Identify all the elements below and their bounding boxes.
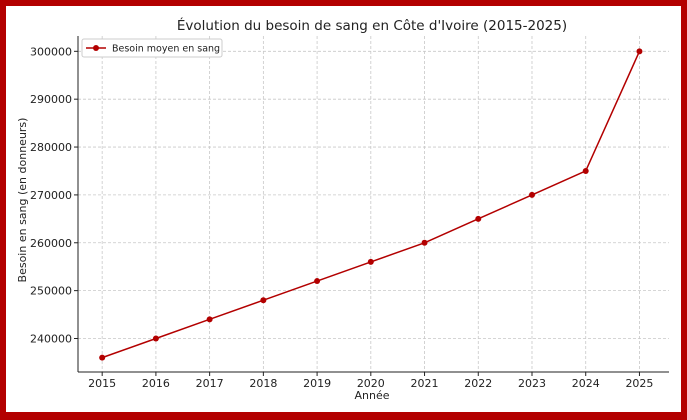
legend: Besoin moyen en sang bbox=[81, 38, 223, 58]
legend-marker bbox=[93, 45, 99, 51]
data-point bbox=[260, 297, 267, 304]
y-axis-title: Besoin en sang (en donneurs) bbox=[16, 118, 29, 283]
data-point bbox=[636, 48, 643, 55]
y-tick-label: 270000 bbox=[30, 189, 72, 202]
data-point bbox=[367, 258, 374, 265]
legend-box bbox=[81, 38, 223, 58]
x-tick-label: 2017 bbox=[196, 377, 224, 390]
x-tick-label: 2024 bbox=[572, 377, 600, 390]
y-tick-label: 290000 bbox=[30, 93, 72, 106]
data-point bbox=[206, 316, 213, 323]
x-tick-label: 2019 bbox=[303, 377, 331, 390]
chart-title: Évolution du besoin de sang en Côte d'Iv… bbox=[177, 17, 567, 34]
y-ticks: 240000 250000 260000 270000 280000 290000 3000… bbox=[30, 45, 78, 345]
series-layer bbox=[99, 48, 643, 361]
x-tick-label: 2022 bbox=[464, 377, 492, 390]
x-tick-label: 2023 bbox=[518, 377, 546, 390]
data-point bbox=[99, 354, 106, 361]
x-tick-label: 2015 bbox=[88, 377, 116, 390]
data-point bbox=[421, 239, 428, 246]
x-tick-label: 2016 bbox=[142, 377, 170, 390]
chart-canvas: Évolution du besoin de sang en Côte d'Iv… bbox=[6, 6, 681, 412]
x-tick-label: 2021 bbox=[411, 377, 439, 390]
data-point bbox=[582, 167, 589, 174]
x-ticks: 2015 2016 2017 2018 2019 2020 2021 2022 2023 2024… bbox=[88, 372, 653, 390]
data-point bbox=[475, 215, 482, 222]
line-chart: Évolution du besoin de sang en Côte d'Iv… bbox=[16, 17, 669, 402]
grid bbox=[78, 36, 669, 372]
y-tick-label: 280000 bbox=[30, 141, 72, 154]
y-tick-label: 300000 bbox=[30, 45, 72, 58]
x-axis-title: Année bbox=[354, 389, 389, 402]
y-tick-label: 240000 bbox=[30, 332, 72, 345]
axes bbox=[77, 36, 669, 373]
data-point bbox=[152, 335, 159, 342]
data-point bbox=[314, 278, 321, 285]
y-tick-label: 250000 bbox=[30, 285, 72, 298]
x-tick-label: 2025 bbox=[625, 377, 653, 390]
data-point bbox=[528, 191, 535, 198]
x-tick-label: 2020 bbox=[357, 377, 385, 390]
legend-label: Besoin moyen en sang bbox=[112, 44, 220, 55]
x-tick-label: 2018 bbox=[249, 377, 277, 390]
y-tick-label: 260000 bbox=[30, 237, 72, 250]
